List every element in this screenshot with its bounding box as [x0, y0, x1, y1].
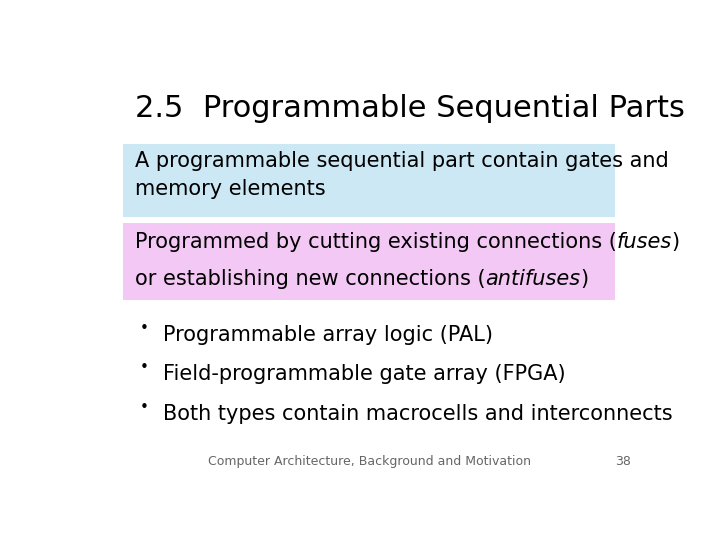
Text: fuses: fuses: [616, 232, 672, 252]
FancyBboxPatch shape: [124, 223, 615, 300]
Text: A programmable sequential part contain gates and
memory elements: A programmable sequential part contain g…: [135, 151, 668, 199]
Text: Programmed by cutting existing connections (: Programmed by cutting existing connectio…: [135, 232, 616, 252]
Text: ): ): [672, 232, 680, 252]
Text: antifuses: antifuses: [485, 268, 580, 288]
Text: •: •: [140, 360, 149, 375]
Text: 38: 38: [616, 455, 631, 468]
Text: Field-programmable gate array (FPGA): Field-programmable gate array (FPGA): [163, 364, 565, 384]
Text: •: •: [140, 321, 149, 335]
Text: 2.5  Programmable Sequential Parts: 2.5 Programmable Sequential Parts: [135, 94, 685, 123]
FancyBboxPatch shape: [124, 144, 615, 217]
Text: ): ): [580, 268, 588, 288]
Text: •: •: [140, 400, 149, 415]
Text: Both types contain macrocells and interconnects: Both types contain macrocells and interc…: [163, 404, 672, 424]
Text: Computer Architecture, Background and Motivation: Computer Architecture, Background and Mo…: [207, 455, 531, 468]
Text: Programmable array logic (PAL): Programmable array logic (PAL): [163, 325, 492, 345]
Text: or establishing new connections (: or establishing new connections (: [135, 268, 485, 288]
